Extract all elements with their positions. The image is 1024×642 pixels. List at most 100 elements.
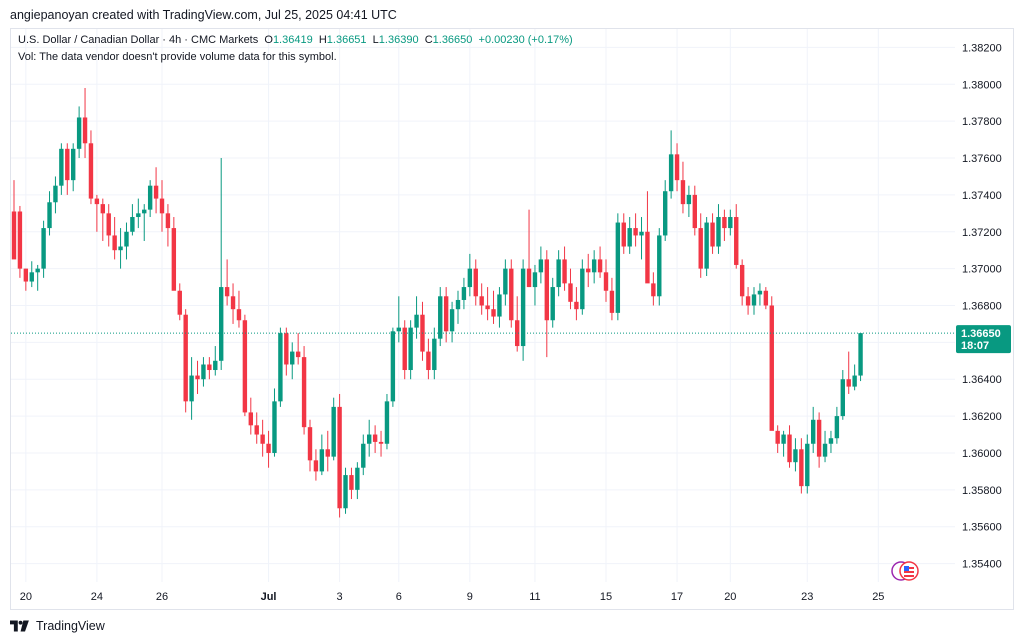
candle[interactable] [651, 272, 656, 306]
candle[interactable] [284, 327, 289, 376]
candle[interactable] [378, 430, 384, 457]
candle[interactable] [515, 296, 520, 352]
candle[interactable] [793, 438, 798, 472]
candle[interactable] [597, 246, 603, 278]
candle[interactable] [402, 320, 407, 380]
candle[interactable] [136, 198, 141, 229]
candle[interactable] [550, 277, 555, 328]
candle[interactable] [390, 327, 396, 407]
candle[interactable] [94, 194, 100, 232]
candle[interactable] [633, 213, 638, 247]
candle[interactable] [59, 143, 64, 195]
candle[interactable] [503, 259, 508, 306]
candle[interactable] [201, 357, 206, 387]
candle[interactable] [716, 204, 721, 254]
candle[interactable] [467, 253, 473, 297]
candle[interactable] [349, 467, 354, 500]
candle[interactable] [106, 204, 111, 247]
candle[interactable] [846, 351, 851, 394]
candle[interactable] [858, 333, 863, 382]
candle[interactable] [130, 204, 135, 236]
candle[interactable] [461, 277, 467, 310]
candle[interactable] [574, 287, 579, 321]
candle[interactable] [242, 314, 248, 417]
candle[interactable] [260, 419, 265, 457]
candle[interactable] [449, 301, 455, 343]
candle[interactable] [799, 438, 804, 494]
candle[interactable] [822, 430, 828, 463]
candle[interactable] [775, 425, 780, 453]
candle[interactable] [757, 283, 763, 306]
candle[interactable] [739, 259, 745, 306]
candle[interactable] [532, 264, 538, 306]
candle[interactable] [556, 250, 561, 297]
candle[interactable] [680, 161, 686, 214]
candle[interactable] [526, 209, 532, 288]
candle[interactable] [159, 180, 165, 232]
candle[interactable] [290, 342, 295, 380]
candle[interactable] [834, 406, 840, 444]
candle[interactable] [698, 213, 703, 278]
candle[interactable] [420, 301, 425, 361]
candle[interactable] [35, 264, 40, 291]
candle[interactable] [432, 327, 437, 380]
candle[interactable] [165, 204, 171, 247]
candle[interactable] [668, 130, 674, 199]
candle[interactable] [301, 346, 307, 435]
candle[interactable] [88, 130, 94, 205]
footer-brand[interactable]: TradingView [10, 619, 105, 633]
candle[interactable] [686, 185, 692, 218]
candle[interactable] [745, 287, 751, 315]
candle[interactable] [53, 176, 58, 214]
candle[interactable] [544, 250, 549, 358]
candle[interactable] [562, 246, 567, 291]
candle[interactable] [254, 412, 259, 444]
candle[interactable] [17, 205, 23, 278]
candle[interactable] [142, 204, 147, 241]
candle[interactable] [591, 250, 597, 284]
candle[interactable] [331, 397, 336, 461]
candle[interactable] [426, 338, 431, 380]
candle[interactable] [645, 191, 650, 284]
candle[interactable] [47, 191, 52, 236]
candle[interactable] [82, 87, 88, 159]
candle[interactable] [787, 425, 792, 468]
candle[interactable] [41, 220, 46, 278]
candle[interactable] [325, 430, 330, 472]
candle[interactable] [272, 388, 277, 457]
candle[interactable] [751, 287, 757, 315]
candle[interactable] [520, 259, 526, 361]
candle[interactable] [828, 430, 834, 453]
candle[interactable] [568, 268, 573, 310]
candle[interactable] [207, 357, 212, 380]
candle[interactable] [781, 430, 786, 457]
candle[interactable] [414, 296, 419, 339]
candle[interactable] [71, 143, 76, 192]
candle[interactable] [473, 259, 478, 306]
candle[interactable] [811, 406, 816, 453]
candle[interactable] [213, 346, 218, 376]
candle[interactable] [580, 259, 585, 315]
candle[interactable] [319, 434, 325, 476]
candle[interactable] [497, 287, 502, 328]
candle[interactable] [710, 213, 715, 254]
candle[interactable] [153, 167, 159, 214]
candle[interactable] [124, 222, 129, 260]
candle[interactable] [485, 287, 490, 321]
candle[interactable] [384, 393, 390, 450]
candle[interactable] [65, 143, 70, 195]
candle[interactable] [805, 434, 810, 494]
candle[interactable] [455, 290, 461, 324]
candle[interactable] [266, 430, 271, 468]
candle[interactable] [11, 180, 17, 260]
candle[interactable] [663, 180, 668, 241]
candle[interactable] [313, 449, 319, 481]
candle[interactable] [603, 259, 609, 302]
candle[interactable] [763, 287, 769, 310]
candle[interactable] [219, 158, 224, 371]
flag-icon[interactable] [891, 561, 919, 581]
candle[interactable] [396, 296, 401, 343]
candle[interactable] [361, 434, 366, 476]
candle[interactable] [100, 198, 105, 241]
